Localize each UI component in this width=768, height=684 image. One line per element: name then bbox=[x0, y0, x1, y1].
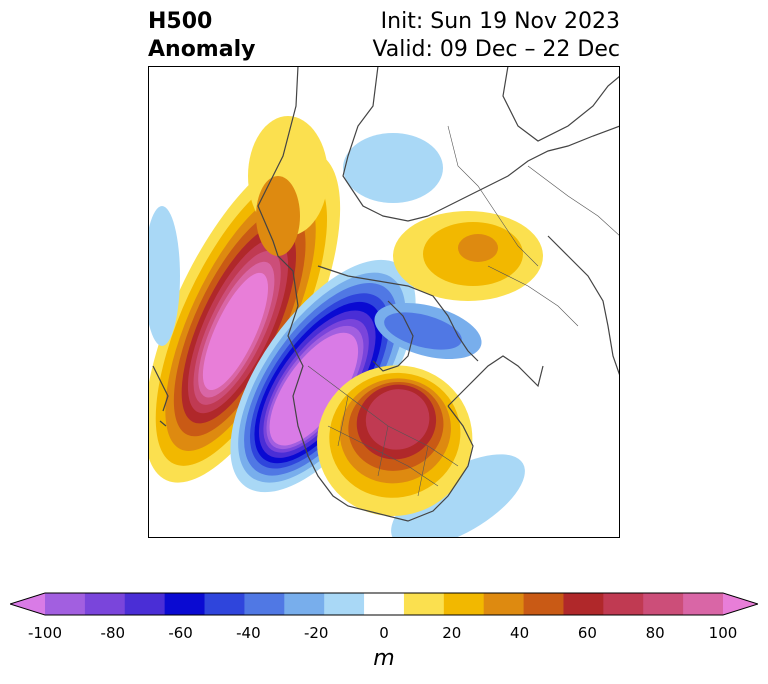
colorbar-segment bbox=[324, 593, 365, 615]
coastlines bbox=[152, 66, 620, 522]
init-date: Init: Sun 19 Nov 2023 bbox=[380, 9, 620, 34]
colorbar-outline bbox=[10, 592, 758, 616]
map-title: H500 Anomaly bbox=[148, 8, 255, 64]
colorbar-tick-label: -60 bbox=[168, 624, 193, 642]
title-variable: H500 bbox=[148, 9, 213, 34]
colorbar-segment bbox=[244, 593, 285, 615]
colorbar-tick-label: 60 bbox=[577, 624, 597, 642]
colorbar-segment bbox=[45, 593, 86, 615]
colorbar-segment bbox=[124, 593, 166, 615]
colorbar-segment bbox=[643, 593, 684, 615]
colorbar-segment bbox=[284, 593, 325, 615]
colorbar-tick-label: -100 bbox=[27, 624, 63, 642]
colorbar-segment bbox=[204, 593, 245, 615]
colorbar-tick-label: 0 bbox=[379, 624, 389, 642]
eastern-ridge bbox=[317, 365, 473, 517]
colorbar-unit: m bbox=[373, 646, 395, 671]
arctic-low bbox=[343, 133, 443, 203]
colorbar-segment bbox=[683, 593, 724, 615]
north-america-trough bbox=[230, 259, 416, 493]
borders bbox=[307, 125, 620, 497]
map-dates: Init: Sun 19 Nov 2023 Valid: 09 Dec – 22… bbox=[372, 8, 620, 64]
colorbar-segment bbox=[483, 593, 525, 615]
anomaly-map bbox=[148, 66, 620, 538]
valid-range: Valid: 09 Dec – 22 Dec bbox=[372, 37, 620, 62]
colorbar-segment bbox=[403, 593, 445, 615]
colorbar-segment bbox=[364, 593, 405, 615]
atlantic-low bbox=[391, 454, 525, 538]
colorbar-segment bbox=[84, 593, 126, 615]
colorbar-segment bbox=[10, 593, 45, 615]
colorbar-segment bbox=[723, 593, 758, 615]
colorbar-segment bbox=[443, 593, 485, 615]
colorbar-segment bbox=[164, 593, 206, 615]
colorbar bbox=[10, 592, 758, 616]
colorbar-tick-label: 40 bbox=[510, 624, 530, 642]
colorbar-tick-label: 20 bbox=[442, 624, 462, 642]
colorbar-tick-label: -40 bbox=[236, 624, 261, 642]
colorbar-tick-label: -20 bbox=[303, 624, 329, 642]
colorbar-segment bbox=[563, 593, 604, 615]
title-anomaly: Anomaly bbox=[148, 37, 256, 62]
colorbar-tick-label: 80 bbox=[645, 624, 665, 642]
colorbar-segment bbox=[603, 593, 644, 615]
colorbar-tick-label: 100 bbox=[708, 624, 738, 642]
siberia-ridge bbox=[393, 211, 543, 301]
colorbar-tick-label: -80 bbox=[100, 624, 126, 642]
colorbar-segment bbox=[523, 593, 564, 615]
west-pacific-low bbox=[148, 206, 180, 346]
